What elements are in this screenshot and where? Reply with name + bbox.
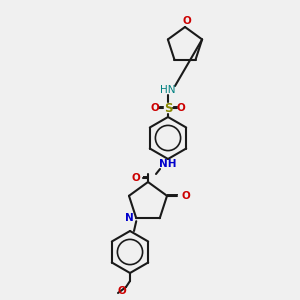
Text: NH: NH xyxy=(159,159,177,169)
Text: S: S xyxy=(164,101,172,115)
Text: O: O xyxy=(118,286,126,296)
Text: HN: HN xyxy=(160,85,176,95)
Text: O: O xyxy=(151,103,159,113)
Text: O: O xyxy=(183,16,191,26)
Text: O: O xyxy=(131,173,140,183)
Text: O: O xyxy=(177,103,185,113)
Text: N: N xyxy=(125,213,134,223)
Text: O: O xyxy=(181,191,190,201)
